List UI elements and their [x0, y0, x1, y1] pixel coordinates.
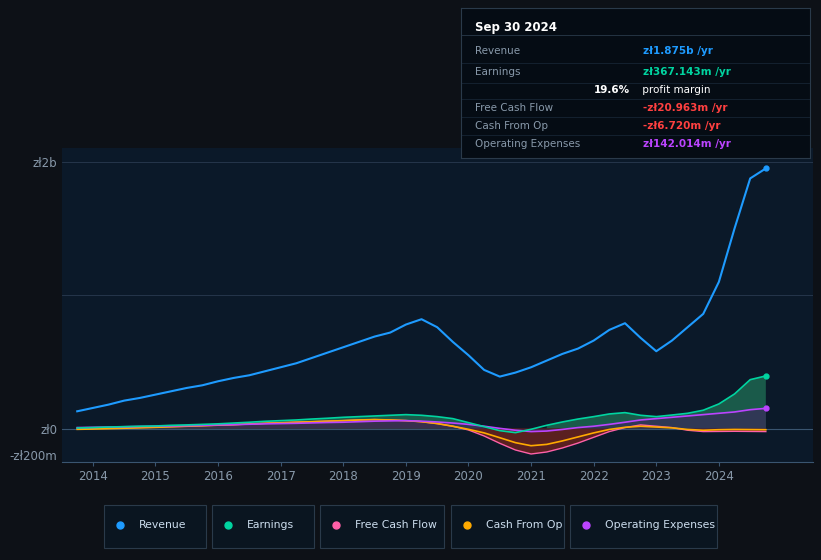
Text: Operating Expenses: Operating Expenses [475, 139, 580, 148]
Text: Revenue: Revenue [140, 520, 187, 530]
Text: Sep 30 2024: Sep 30 2024 [475, 21, 557, 34]
Text: Revenue: Revenue [475, 46, 521, 57]
Text: zł142.014m /yr: zł142.014m /yr [643, 139, 731, 148]
Text: -zł6.720m /yr: -zł6.720m /yr [643, 120, 720, 130]
Text: Earnings: Earnings [475, 67, 521, 77]
FancyBboxPatch shape [103, 505, 206, 548]
Text: zł1.875b /yr: zł1.875b /yr [643, 46, 713, 57]
FancyBboxPatch shape [451, 505, 564, 548]
Text: Free Cash Flow: Free Cash Flow [475, 102, 553, 113]
Text: Earnings: Earnings [247, 520, 295, 530]
FancyBboxPatch shape [320, 505, 444, 548]
Text: Operating Expenses: Operating Expenses [605, 520, 715, 530]
Text: profit margin: profit margin [640, 85, 711, 95]
Text: -zł20.963m /yr: -zł20.963m /yr [643, 102, 727, 113]
FancyBboxPatch shape [570, 505, 718, 548]
Text: Cash From Op: Cash From Op [475, 120, 548, 130]
Text: 19.6%: 19.6% [594, 85, 631, 95]
Text: zł367.143m /yr: zł367.143m /yr [643, 67, 731, 77]
FancyBboxPatch shape [212, 505, 314, 548]
Text: Cash From Op: Cash From Op [486, 520, 562, 530]
Text: Free Cash Flow: Free Cash Flow [355, 520, 438, 530]
